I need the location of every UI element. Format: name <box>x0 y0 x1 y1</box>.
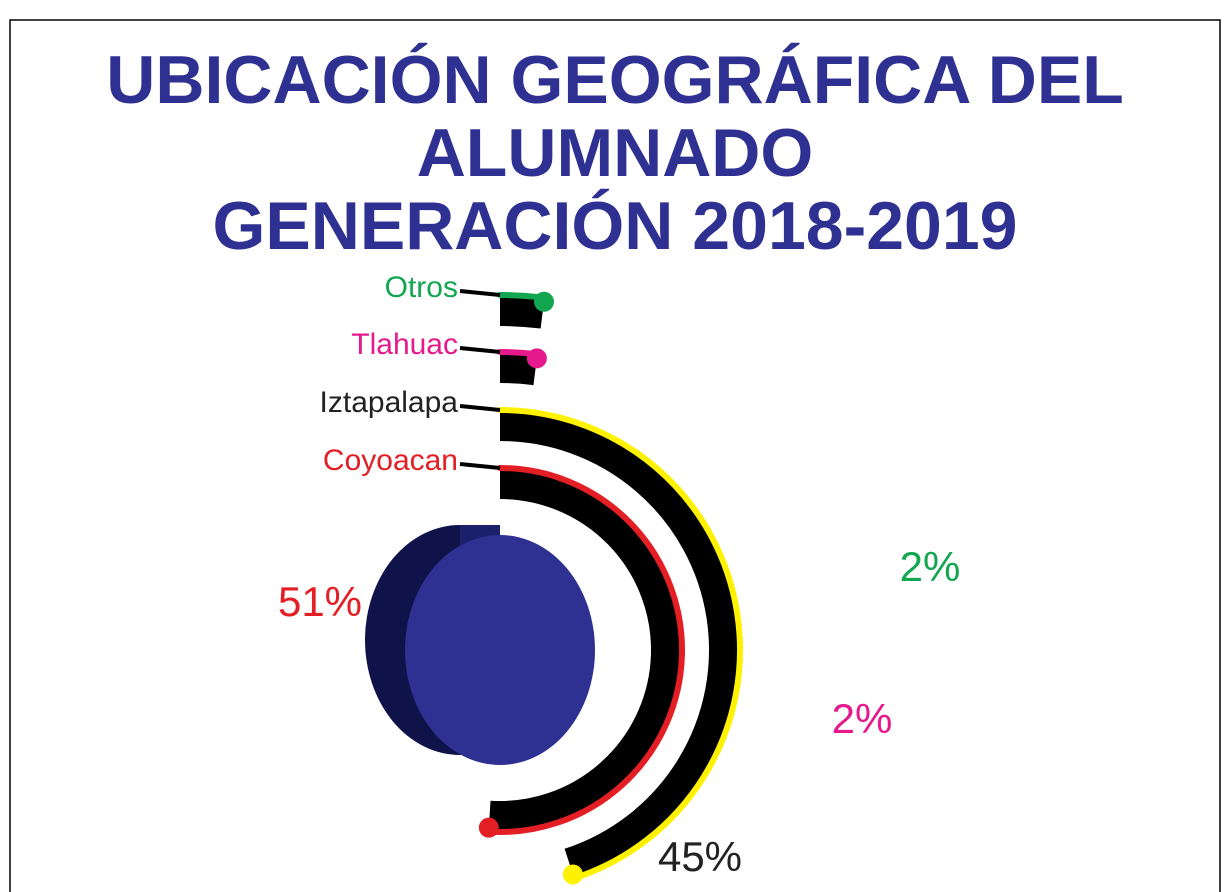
category-label: Coyoacan <box>323 444 458 477</box>
arc-shadow <box>499 296 545 329</box>
leader <box>459 404 501 412</box>
arc-end <box>478 817 499 838</box>
leader <box>459 346 501 354</box>
arc-shadow <box>488 469 681 831</box>
center-disc <box>405 535 595 765</box>
category-label: Otros <box>385 271 458 304</box>
arc <box>485 465 685 835</box>
chart-title: UBICACIÓN GEOGRÁFICA DEL <box>106 42 1123 118</box>
arc-shadow <box>499 353 538 386</box>
arc <box>497 407 743 882</box>
category-label: Iztapalapa <box>320 386 459 419</box>
value-label: 2% <box>832 695 893 742</box>
value-label: 51% <box>278 578 362 625</box>
arc-end <box>562 864 583 885</box>
arc-end <box>526 348 547 369</box>
arc-shadow <box>499 411 739 878</box>
frame <box>9 19 1221 892</box>
chart-title: GENERACIÓN 2018-2019 <box>212 188 1017 264</box>
leader <box>459 462 501 470</box>
chart-title: ALUMNADO <box>417 115 814 191</box>
arc-end <box>533 291 554 312</box>
value-label: 45% <box>658 833 742 880</box>
value-label: 2% <box>900 543 961 590</box>
category-label: Tlahuac <box>351 328 458 361</box>
leader <box>459 289 501 297</box>
